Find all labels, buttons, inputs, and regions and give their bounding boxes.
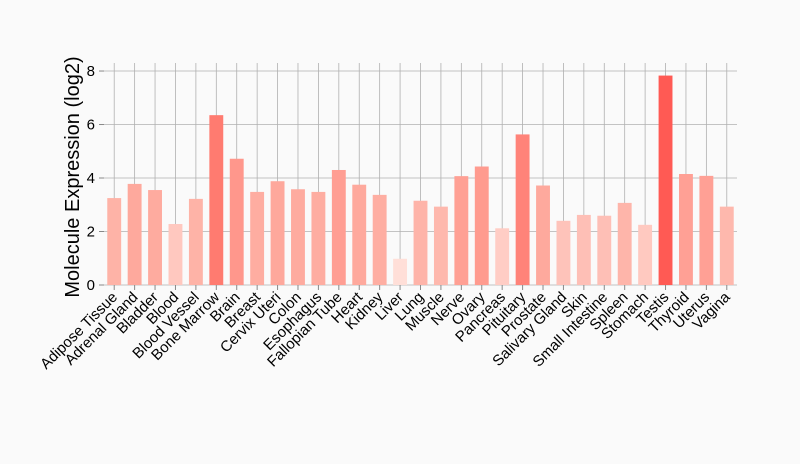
- bar: [168, 224, 183, 285]
- y-tick-label: 6: [87, 117, 95, 134]
- y-tick-label: 8: [87, 63, 95, 80]
- bar: [413, 200, 428, 285]
- bar: [433, 206, 448, 285]
- bar: [107, 198, 122, 285]
- y-tick-label: 0: [87, 277, 95, 294]
- bar: [638, 224, 653, 285]
- bar: [617, 202, 632, 285]
- bar: [229, 158, 244, 285]
- bar: [209, 115, 224, 286]
- bar: [576, 214, 591, 285]
- y-axis-ticks: 0 2 4 6 8: [87, 63, 104, 294]
- bar: [556, 220, 571, 285]
- bar: [270, 181, 285, 285]
- bar: [658, 75, 673, 286]
- bar: [250, 191, 265, 285]
- bar: [719, 206, 734, 285]
- bar: [188, 198, 203, 285]
- bars: [107, 75, 734, 286]
- bar: [291, 189, 305, 285]
- bar: [372, 194, 387, 285]
- y-axis-title: Molecule Expression (log2): [62, 56, 84, 297]
- bar: [311, 191, 326, 285]
- bar: [495, 228, 510, 285]
- bar: [699, 175, 714, 285]
- bar: [331, 169, 346, 285]
- bar: [515, 134, 530, 285]
- bar: [393, 258, 408, 285]
- bar: [352, 184, 367, 285]
- bar: [148, 190, 162, 285]
- bar: [597, 215, 612, 285]
- bar: [679, 174, 693, 285]
- y-tick-label: 4: [87, 170, 95, 187]
- y-tick-label: 2: [87, 224, 95, 241]
- bar: [474, 166, 489, 285]
- bar: [536, 185, 550, 285]
- bar: [127, 183, 142, 285]
- bar: [454, 176, 469, 285]
